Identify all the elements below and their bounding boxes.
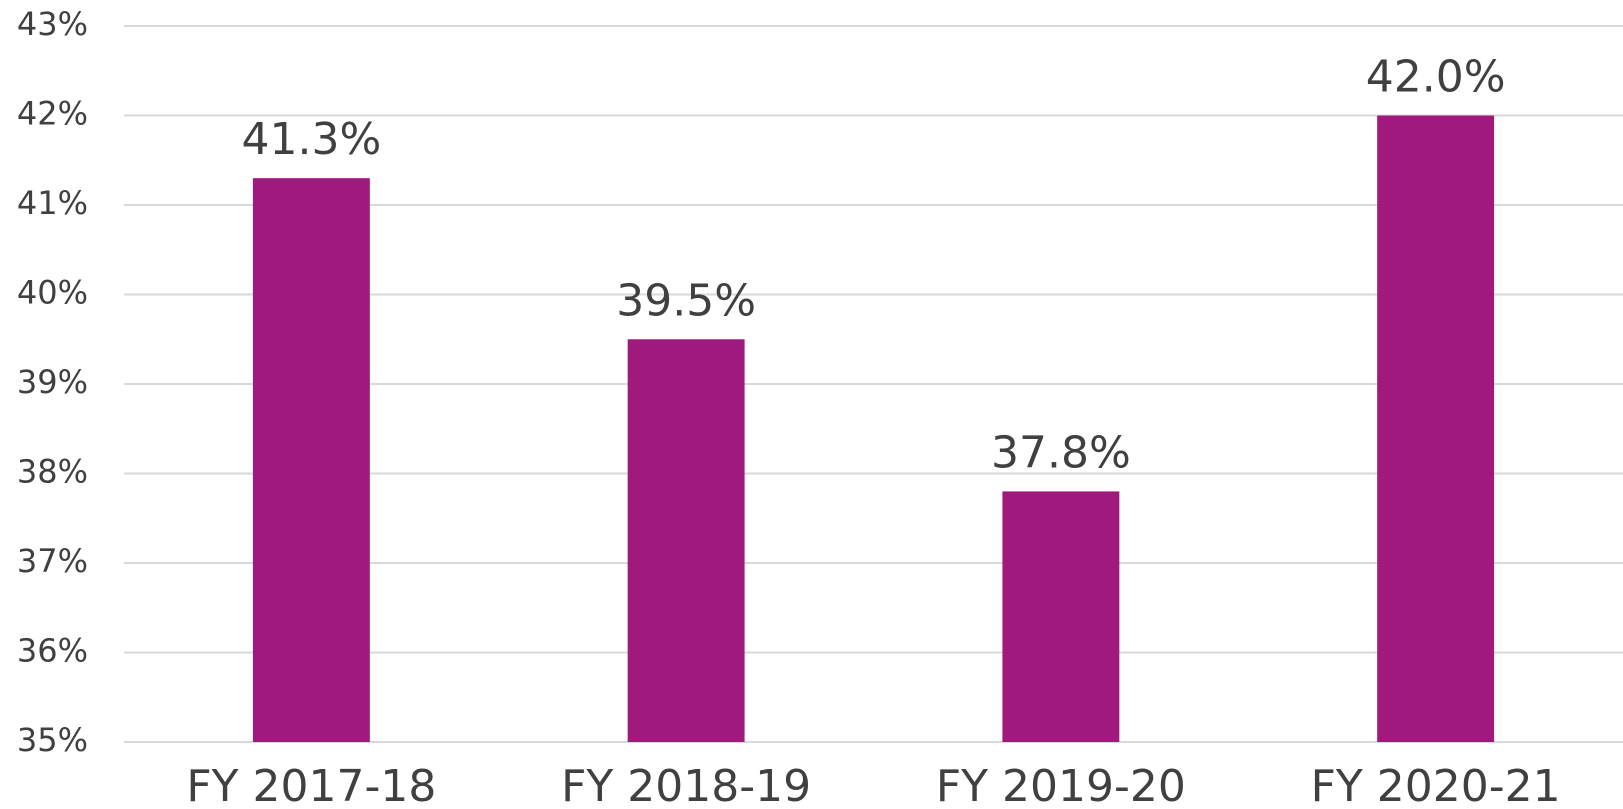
value-label: 39.5% (616, 275, 756, 326)
y-tick-label: 41% (17, 184, 88, 222)
y-tick-label: 37% (17, 542, 88, 580)
y-tick-label: 40% (17, 274, 88, 312)
bar (252, 178, 370, 742)
value-label: 41.3% (241, 114, 381, 165)
value-label: 42.0% (1366, 52, 1506, 103)
y-tick-label: 42% (17, 95, 88, 133)
bar (1002, 491, 1120, 742)
y-tick-label: 39% (17, 363, 88, 401)
y-tick-label: 35% (17, 721, 88, 759)
bar (627, 339, 745, 742)
y-tick-label: 36% (17, 632, 88, 670)
bar (1377, 115, 1495, 742)
y-tick-label: 38% (17, 453, 88, 491)
x-tick-label: FY 2019-20 (936, 761, 1186, 809)
y-tick-label: 43% (17, 5, 88, 43)
x-tick-label: FY 2018-19 (561, 761, 811, 809)
x-tick-label: FY 2020-21 (1311, 761, 1561, 809)
x-tick-label: FY 2017-18 (186, 761, 436, 809)
value-label: 37.8% (991, 427, 1131, 478)
